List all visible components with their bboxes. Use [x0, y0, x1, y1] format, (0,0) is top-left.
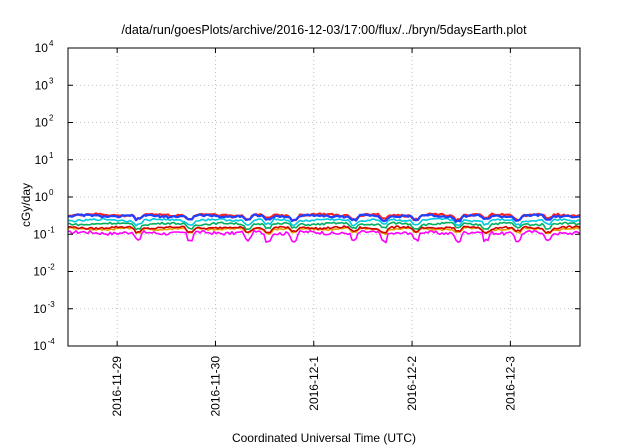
x-axis-ticks: 2016-11-29 2016-11-30 2016-12-1 2016-12-2 20…	[110, 48, 517, 417]
y-tick-label: 10-4	[33, 337, 55, 353]
chart-title: /data/run/goesPlots/archive/2016-12-03/1…	[121, 23, 527, 37]
series-line	[67, 213, 581, 223]
y-tick-label: 101	[35, 151, 54, 167]
y-tick-label: 10-3	[33, 300, 55, 316]
y-tick-label: 10-1	[33, 225, 55, 241]
y-tick-label: 103	[35, 76, 54, 92]
series-line	[67, 229, 581, 244]
series-line	[67, 217, 581, 227]
y-tick-label: 104	[35, 39, 54, 55]
grid-lines	[68, 48, 580, 346]
x-tick-label: 2016-12-1	[307, 356, 321, 411]
series-line	[68, 221, 581, 231]
x-tick-label: 2016-11-30	[208, 356, 222, 417]
series-line	[67, 226, 581, 236]
x-axis-label: Coordinated Universal Time (UTC)	[232, 431, 416, 445]
series-line	[67, 225, 581, 235]
y-axis-ticks: 10-4 10-3 10-2 10-1 100 101 102 103 104	[33, 39, 580, 353]
x-tick-label: 2016-12-2	[405, 356, 419, 411]
y-axis-label: cGy/day	[19, 183, 33, 227]
y-tick-label: 102	[35, 114, 54, 130]
x-tick-label: 2016-11-29	[110, 356, 124, 417]
x-tick-label: 2016-12-3	[503, 356, 517, 411]
series-group	[67, 212, 581, 244]
y-tick-label: 10-2	[33, 263, 55, 279]
y-tick-label: 100	[35, 188, 54, 204]
